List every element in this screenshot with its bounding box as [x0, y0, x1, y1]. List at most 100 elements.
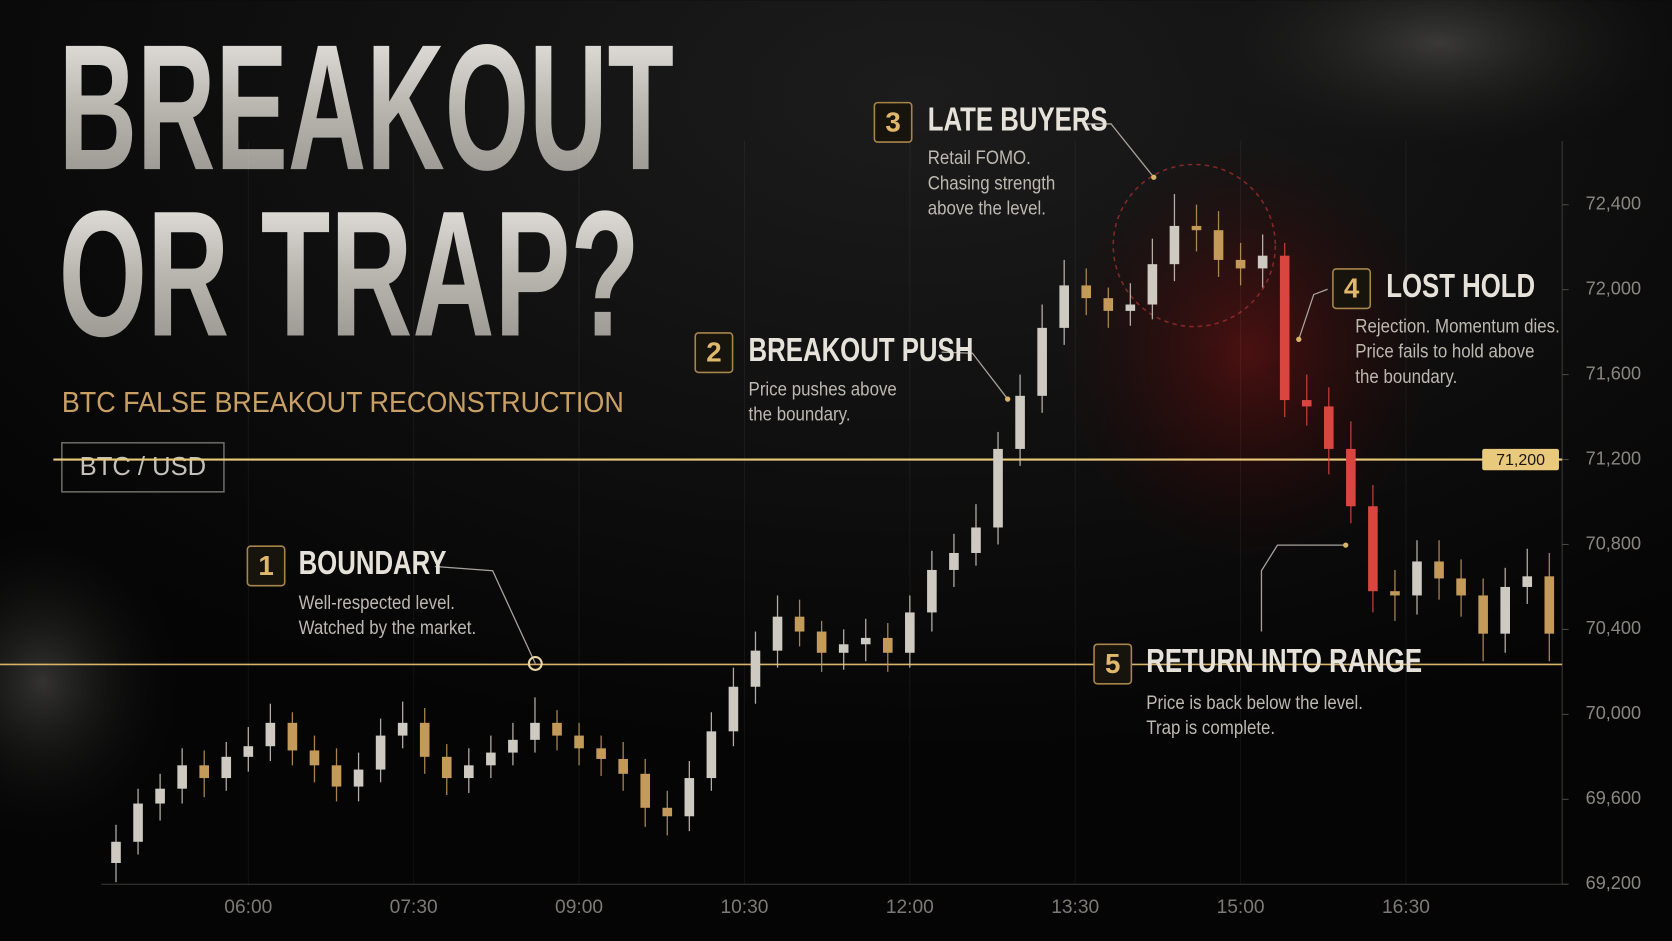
number-box	[1332, 268, 1372, 310]
candle-body	[1059, 285, 1069, 328]
candle-body	[640, 773, 651, 808]
candle-body	[1279, 255, 1290, 401]
x-tick-label: 09:00	[555, 897, 603, 918]
candle-body	[949, 552, 959, 570]
candle-body	[1544, 576, 1555, 634]
leader-dot	[1296, 336, 1302, 343]
number-box	[873, 101, 913, 143]
candle-body	[133, 803, 143, 842]
candle-body	[1169, 225, 1180, 265]
x-tick-label: 07:30	[390, 897, 438, 918]
annotation-title: BREAKOUT PUSH	[749, 332, 974, 369]
x-tick-label: 10:30	[720, 897, 768, 918]
candle-body	[1213, 230, 1224, 260]
candle-body	[684, 778, 695, 817]
candle-body	[397, 722, 408, 736]
candle-body	[1257, 255, 1268, 269]
annotation-text: Retail FOMO.	[928, 147, 1031, 168]
leader-line	[941, 351, 1009, 400]
annotation-number: 1	[258, 550, 273, 581]
candle-body	[331, 765, 342, 787]
candle-body	[419, 722, 430, 757]
marble-texture	[1162, 0, 1672, 171]
candle-body	[1412, 561, 1422, 596]
candle-body	[155, 788, 165, 804]
y-tick-label: 69,600	[1586, 788, 1641, 808]
x-tick-label: 16:30	[1382, 897, 1430, 918]
annotation-title: LOST HOLD	[1386, 268, 1535, 305]
annotation-text: Well-respected level.	[299, 592, 455, 613]
candle-body	[1390, 591, 1400, 596]
candle-body	[1323, 406, 1334, 449]
candle-body	[243, 746, 254, 757]
symbol-box	[61, 441, 225, 493]
annotation-text: Trap is complete.	[1146, 717, 1275, 738]
candle-body	[971, 527, 981, 553]
candle-body	[1368, 506, 1378, 592]
candle-body	[706, 731, 717, 779]
candle-body	[1301, 400, 1312, 407]
candle-body	[1081, 285, 1092, 299]
candle-body	[1235, 259, 1246, 269]
leader-dot	[1343, 542, 1349, 548]
candle-body	[375, 735, 386, 770]
candle-body	[816, 631, 827, 653]
candle-body	[265, 722, 276, 747]
candle-body	[772, 616, 783, 651]
y-tick-label: 71,600	[1586, 363, 1641, 383]
annotation-text: Price fails to hold above	[1355, 341, 1534, 362]
candle-body	[1346, 448, 1356, 507]
x-tick-label: 13:30	[1051, 897, 1099, 918]
annotation-text: Chasing strength	[928, 172, 1056, 193]
peak-circle	[1112, 163, 1277, 328]
annotation-text: Watched by the market.	[299, 617, 477, 638]
annotation-text: Price is back below the level.	[1146, 692, 1363, 713]
annotation-text: the boundary.	[1355, 366, 1457, 387]
candle-body	[1125, 304, 1136, 311]
annotation-title: LATE BUYERS	[928, 102, 1108, 139]
candle-body	[794, 616, 805, 632]
candle-body	[838, 644, 849, 653]
level-tag	[1482, 448, 1559, 471]
candle-body	[728, 686, 739, 732]
candle-body	[662, 807, 673, 817]
x-tick-label: 15:00	[1217, 897, 1265, 918]
candle-body	[353, 769, 364, 787]
number-box	[694, 332, 734, 374]
candle-body	[1037, 327, 1047, 396]
candle-body	[927, 569, 937, 613]
candle-body	[552, 722, 562, 736]
candle-body	[486, 752, 496, 766]
candle-body	[441, 756, 452, 779]
boundary-marker	[527, 656, 543, 671]
candle-body	[1478, 595, 1488, 634]
candle-body	[508, 739, 518, 753]
candle-body	[1522, 576, 1533, 587]
candle-body	[1500, 586, 1511, 634]
subtitle: BTC FALSE BREAKOUT RECONSTRUCTION	[62, 387, 624, 419]
candle-body	[574, 735, 584, 749]
candle-body	[1147, 264, 1158, 305]
leader-line	[1298, 288, 1328, 340]
candle-body	[860, 637, 871, 645]
number-box	[1093, 643, 1133, 685]
title-line: BREAKOUT	[59, 7, 674, 207]
number-box	[246, 545, 286, 587]
annotation-text: the boundary.	[749, 404, 851, 425]
candle-body	[1015, 395, 1025, 449]
candle-body	[905, 612, 915, 653]
candle-body	[530, 722, 540, 740]
candle-body	[596, 748, 606, 759]
candle-body	[199, 765, 210, 779]
candle-body	[464, 765, 474, 779]
y-tick-label: 71,200	[1586, 448, 1641, 468]
y-tick-label: 72,400	[1586, 193, 1641, 213]
candle-body	[750, 650, 761, 687]
annotation-title: BOUNDARY	[299, 545, 447, 582]
leader-line	[1082, 123, 1155, 178]
candle-body	[111, 841, 121, 863]
annotation-text: above the level.	[928, 197, 1046, 218]
annotation-number: 5	[1105, 648, 1120, 679]
